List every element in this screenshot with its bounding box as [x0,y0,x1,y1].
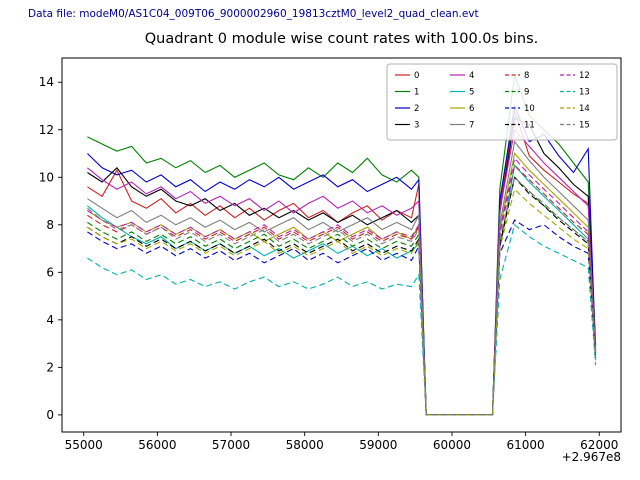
x-tick-label: 57000 [212,438,250,452]
y-tick-label: 14 [39,75,54,89]
x-tick-label: 56000 [138,438,176,452]
chart-title: Quadrant 0 module wise count rates with … [144,31,539,47]
legend-label-8: 8 [524,71,529,81]
legend-label-12: 12 [579,71,590,81]
data-file-label: Data file: modeM0/AS1C04_009T06_90000029… [28,8,479,20]
legend-label-14: 14 [579,104,590,114]
y-tick-label: 12 [39,123,54,137]
series-line-4 [87,128,597,416]
legend-label-1: 1 [414,88,419,98]
series-line-15 [87,176,597,416]
legend-label-10: 10 [524,104,535,114]
series-line-8 [87,164,597,416]
x-tick-label: 59000 [359,438,397,452]
x-tick-label: 55000 [65,438,103,452]
legend-label-13: 13 [579,88,590,98]
y-tick-label: 0 [46,408,54,422]
y-tick-label: 4 [46,313,54,327]
legend-label-2: 2 [414,104,419,114]
legend-label-11: 11 [524,121,535,131]
legend-label-6: 6 [469,104,474,114]
series-line-12 [87,157,597,416]
series-line-5 [87,164,597,416]
series-line-11 [87,176,597,416]
series-line-0 [87,110,597,416]
series-line-2 [87,103,597,416]
legend-box [386,63,618,141]
axes-frame [61,57,622,433]
legend-label-5: 5 [469,88,474,98]
legend-label-3: 3 [414,121,419,131]
y-tick-label: 8 [46,218,54,232]
legend-label-4: 4 [469,71,474,81]
y-tick-label: 2 [46,360,54,374]
series-line-9 [87,176,597,416]
legend-label-7: 7 [469,121,474,131]
series-line-14 [87,188,597,416]
x-tick-label: 62000 [580,438,618,452]
x-tick-label: 60000 [433,438,471,452]
y-tick-label: 10 [39,170,54,184]
x-axis-offset-label: +2.967e8 [561,450,621,464]
series-line-6 [87,152,597,416]
legend-label-9: 9 [524,88,529,98]
legend-label-0: 0 [414,71,419,81]
series-line-13 [87,223,597,416]
x-tick-label: 58000 [286,438,324,452]
series-line-10 [87,219,597,416]
series-line-3 [87,117,597,416]
y-tick-label: 6 [46,265,54,279]
legend-label-15: 15 [579,121,590,131]
x-tick-label: 61000 [507,438,545,452]
series-line-7 [87,140,597,416]
